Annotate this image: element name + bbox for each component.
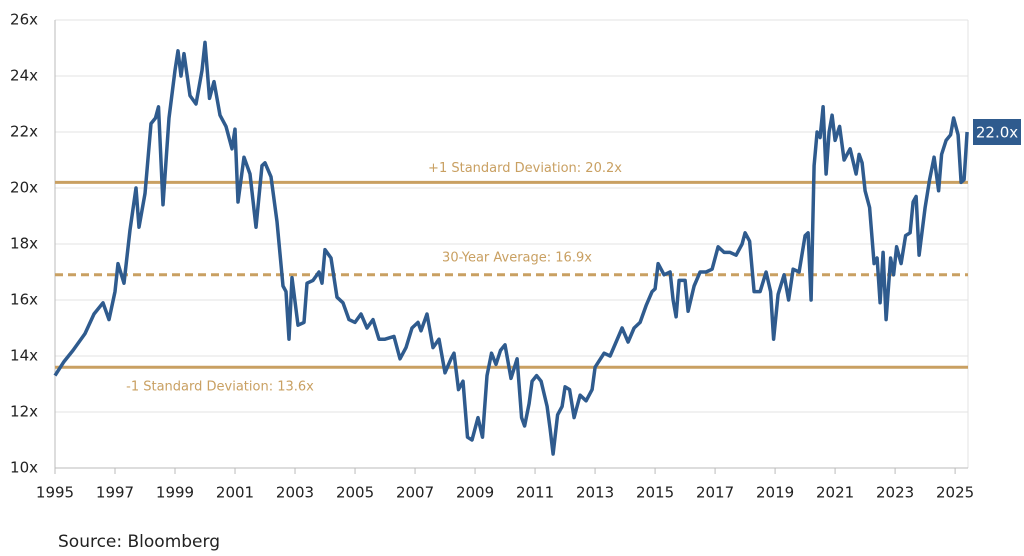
x-tick-label: 2017 (696, 484, 734, 502)
x-tick-label: 2001 (216, 484, 254, 502)
x-tick-label: 2007 (396, 484, 434, 502)
y-tick-label: 26x (10, 11, 38, 29)
x-tick-label: 2011 (516, 484, 554, 502)
reference-label: 30-Year Average: 16.9x (442, 250, 592, 265)
x-tick-label: 2019 (756, 484, 794, 502)
x-tick-label: 2009 (456, 484, 494, 502)
x-tick-label: 1997 (96, 484, 134, 502)
x-tick-label: 2025 (936, 484, 974, 502)
last-value-label: 22.0x (976, 124, 1018, 142)
x-tick-label: 2023 (876, 484, 914, 502)
reference-label: +1 Standard Deviation: 20.2x (428, 161, 622, 176)
x-tick-label: 2013 (576, 484, 614, 502)
y-tick-label: 24x (10, 67, 38, 85)
source: Source: Bloomberg (58, 532, 220, 552)
y-tick-label: 12x (10, 403, 38, 421)
y-tick-label: 20x (10, 179, 38, 197)
last-value-box (973, 119, 1021, 145)
x-tick-label: 2003 (276, 484, 314, 502)
x-tick-label: 2021 (816, 484, 854, 502)
y-tick-label: 14x (10, 347, 38, 365)
reference-label: -1 Standard Deviation: 13.6x (126, 380, 314, 395)
x-tick-label: 2015 (636, 484, 674, 502)
x-tick-label: 2005 (336, 484, 374, 502)
x-tick-label: 1995 (36, 484, 74, 502)
y-tick-label: 16x (10, 291, 38, 309)
y-tick-label: 22x (10, 123, 38, 141)
y-tick-label: 18x (10, 235, 38, 253)
x-tick-label: 1999 (156, 484, 194, 502)
y-tick-label: 10x (10, 459, 38, 477)
data-line (53, 40, 969, 456)
